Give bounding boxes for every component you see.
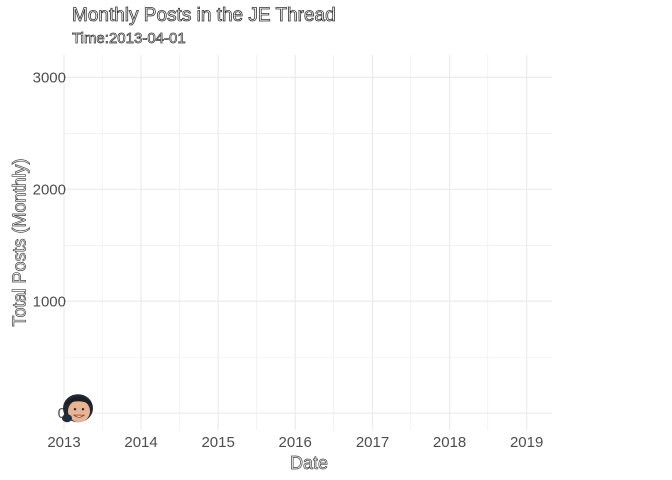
y-tick-label: 1000 <box>33 293 66 310</box>
x-tick-label: 2014 <box>124 434 157 451</box>
marker-shoulder <box>62 414 73 423</box>
y-tick-label: 0 <box>58 405 66 422</box>
y-axis-label: Total Posts (Monthly) <box>9 158 30 327</box>
marker-cap <box>65 396 93 406</box>
series-layer <box>62 394 94 423</box>
x-tick-label: 2016 <box>279 434 312 451</box>
subtitle-time: 2013-04-01 <box>108 30 186 48</box>
x-tick-label: 2013 <box>47 434 80 451</box>
x-tick-label: 2018 <box>433 434 466 451</box>
x-tick-label: 2017 <box>356 434 389 451</box>
chart-title: Monthly Posts in the JE Thread <box>72 5 336 27</box>
x-tick-label: 2015 <box>201 434 234 451</box>
x-axis-label: Date <box>290 453 329 474</box>
chart-subtitle: Time:2013-04-01 <box>72 30 186 48</box>
subtitle-prefix: Time: <box>72 30 110 48</box>
y-axis-ticks: 0 1000 2000 3000 <box>33 69 66 422</box>
y-tick-label: 2000 <box>33 181 66 198</box>
marker-smile <box>72 414 86 418</box>
y-tick-label: 3000 <box>33 69 66 86</box>
x-axis-ticks: 2013 2014 2015 2016 2017 2018 2019 <box>47 434 543 451</box>
grid-lines <box>63 55 552 430</box>
data-point-face-marker <box>62 394 94 423</box>
marker-eye-right <box>81 408 85 411</box>
x-tick-label: 2019 <box>510 434 543 451</box>
marker-eye-left <box>73 408 77 411</box>
marker-face <box>68 400 91 423</box>
